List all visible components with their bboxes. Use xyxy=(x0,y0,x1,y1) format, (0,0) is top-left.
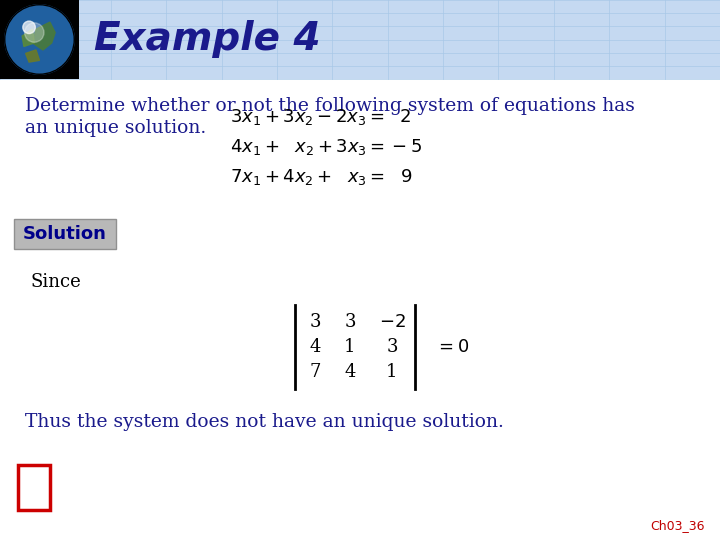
Circle shape xyxy=(24,23,44,42)
Text: $= 0$: $= 0$ xyxy=(435,338,469,356)
Text: 3: 3 xyxy=(310,313,320,331)
Text: $7x_1 + 4x_2 + \ \ x_3 = \ \ 9$: $7x_1 + 4x_2 + \ \ x_3 = \ \ 9$ xyxy=(230,167,413,187)
Text: Example 4: Example 4 xyxy=(94,21,320,58)
Text: 3: 3 xyxy=(386,338,397,356)
Polygon shape xyxy=(32,22,55,50)
Text: 1: 1 xyxy=(344,338,356,356)
Polygon shape xyxy=(26,50,40,62)
Text: Since: Since xyxy=(30,273,81,291)
Bar xyxy=(0,0,720,79)
Text: 4: 4 xyxy=(310,338,320,356)
FancyBboxPatch shape xyxy=(14,219,116,249)
Text: $3x_1 + 3x_2 - 2x_3 = \ \ 2$: $3x_1 + 3x_2 - 2x_3 = \ \ 2$ xyxy=(230,107,412,127)
Text: $-2$: $-2$ xyxy=(379,313,405,331)
Text: an unique solution.: an unique solution. xyxy=(25,119,206,137)
Text: Ch03_36: Ch03_36 xyxy=(650,519,705,532)
Text: 7: 7 xyxy=(310,363,320,381)
Text: $4x_1 + \ \ x_2 + 3x_3 = -5$: $4x_1 + \ \ x_2 + 3x_3 = -5$ xyxy=(230,137,423,157)
Circle shape xyxy=(5,5,74,75)
Bar xyxy=(0,0,79,79)
Bar xyxy=(18,465,50,510)
Text: 3: 3 xyxy=(344,313,356,331)
Text: Determine whether or not the following system of equations has: Determine whether or not the following s… xyxy=(25,97,635,115)
Circle shape xyxy=(23,21,35,33)
Text: 1: 1 xyxy=(386,363,397,381)
Polygon shape xyxy=(22,29,35,46)
Text: 4: 4 xyxy=(344,363,356,381)
Text: Thus the system does not have an unique solution.: Thus the system does not have an unique … xyxy=(25,413,504,431)
Text: Solution: Solution xyxy=(23,225,107,243)
